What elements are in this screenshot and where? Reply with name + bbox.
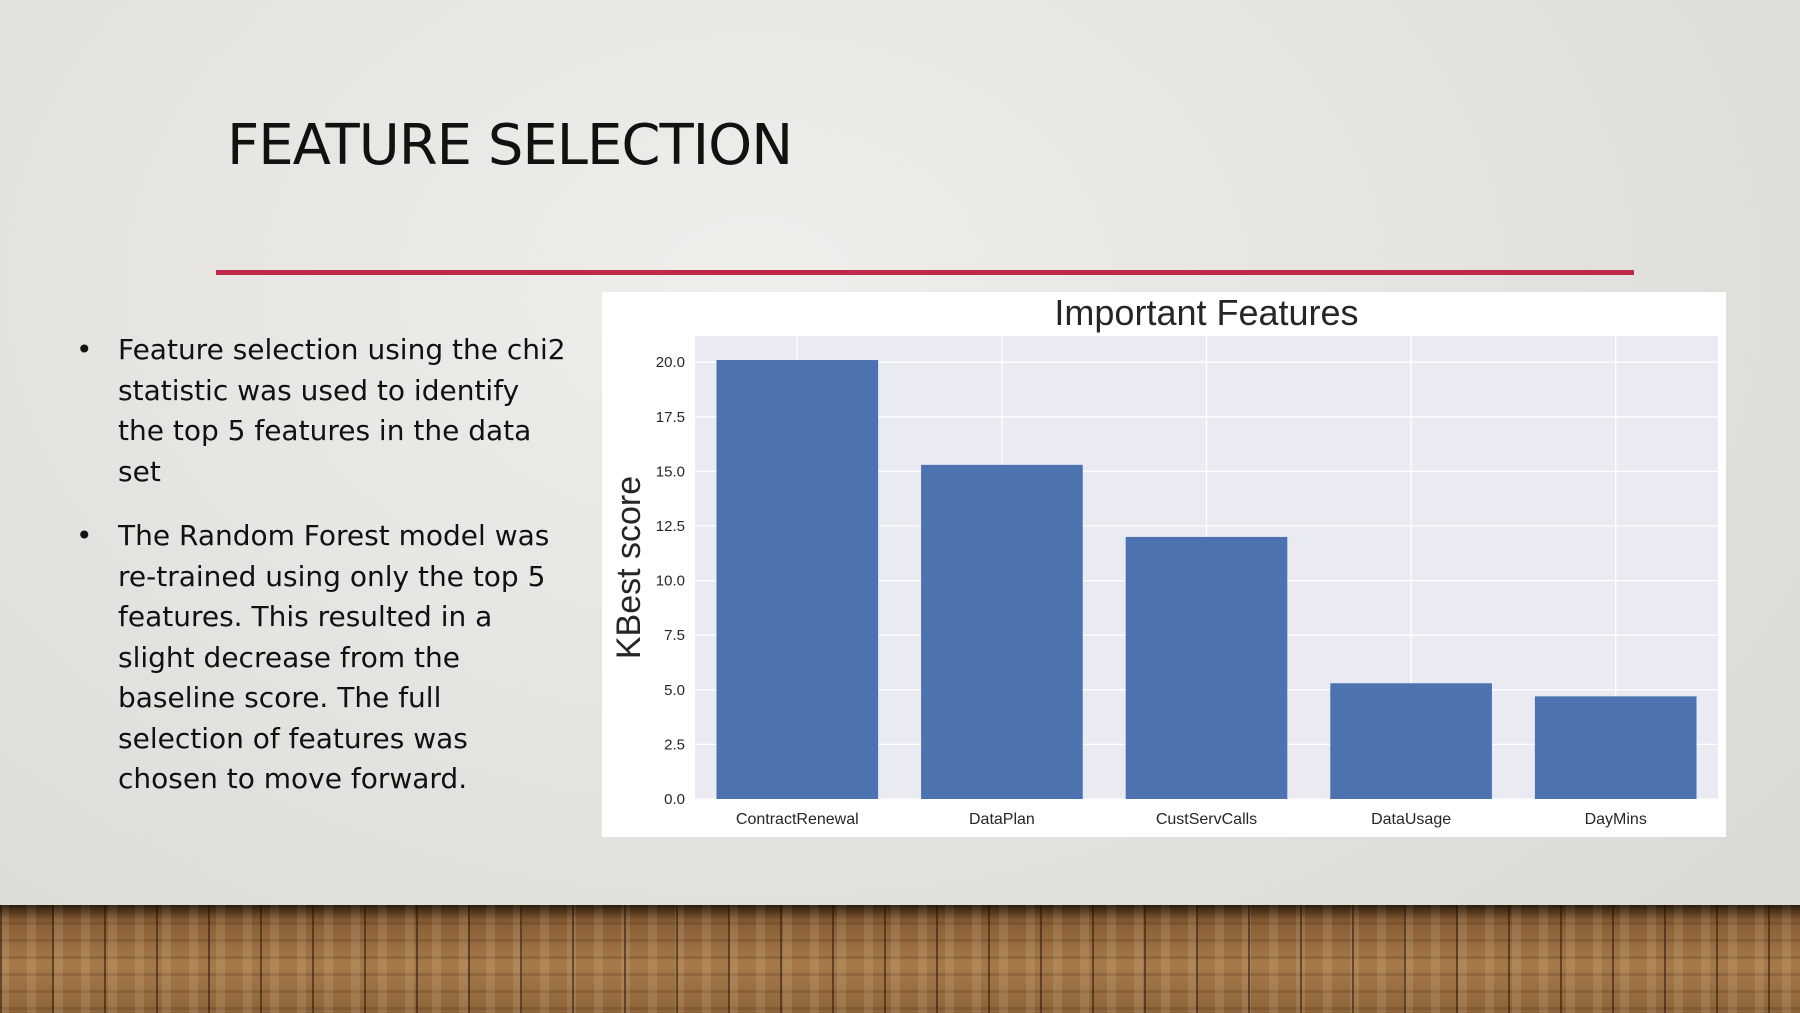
y-tick-label: 2.5	[664, 736, 685, 753]
bar-chart: 0.0 2.5 5.0 7.5 10.0 12.5 15.0 17.5 20.0 Contrac…	[610, 292, 1718, 828]
x-tick-labels: ContractRenewal DataPlan CustServCalls Data…	[736, 811, 1647, 828]
bullet-marker: •	[76, 333, 93, 366]
bar-DataPlan	[921, 464, 1083, 799]
chart-panel: 0.0 2.5 5.0 7.5 10.0 12.5 15.0 17.5 20.0 Contrac…	[602, 292, 1726, 837]
y-tick-label: 5.0	[664, 682, 685, 699]
y-tick-label: 15.0	[656, 463, 685, 480]
x-tick-label: DataPlan	[969, 811, 1035, 828]
bullet-marker: •	[76, 519, 93, 552]
title-divider	[216, 270, 1634, 275]
x-tick-label: CustServCalls	[1156, 811, 1257, 828]
bullet-text: Feature selection using the chi2 statist…	[118, 333, 566, 488]
bullet-item: • Feature selection using the chi2 stati…	[72, 330, 572, 492]
y-tick-label: 17.5	[656, 409, 685, 426]
slide-title: FEATURE SELECTION	[227, 113, 793, 178]
y-tick-label: 10.0	[656, 573, 685, 590]
bullet-list: • Feature selection using the chi2 stati…	[72, 330, 572, 824]
bar-ContractRenewal	[716, 360, 879, 799]
y-tick-label: 7.5	[664, 627, 685, 644]
bullet-item: • The Random Forest model was re-trained…	[72, 516, 572, 800]
floor-shadow	[0, 905, 1800, 919]
y-tick-labels: 0.0 2.5 5.0 7.5 10.0 12.5 15.0 17.5 20.0	[656, 354, 685, 808]
bar-DayMins	[1534, 696, 1697, 799]
x-tick-label: ContractRenewal	[736, 811, 859, 828]
bar-DataUsage	[1330, 683, 1492, 799]
y-tick-label: 20.0	[656, 354, 685, 371]
bullet-text: The Random Forest model was re-trained u…	[118, 519, 550, 795]
bars	[716, 360, 1697, 799]
y-tick-label: 12.5	[656, 518, 685, 535]
bar-CustServCalls	[1125, 536, 1288, 799]
x-tick-label: DataUsage	[1371, 811, 1451, 828]
wood-floor	[0, 905, 1800, 1013]
chart-title: Important Features	[1054, 292, 1358, 333]
x-tick-label: DayMins	[1585, 811, 1647, 828]
y-tick-label: 0.0	[664, 791, 685, 808]
y-axis-label: KBest score	[610, 476, 648, 659]
